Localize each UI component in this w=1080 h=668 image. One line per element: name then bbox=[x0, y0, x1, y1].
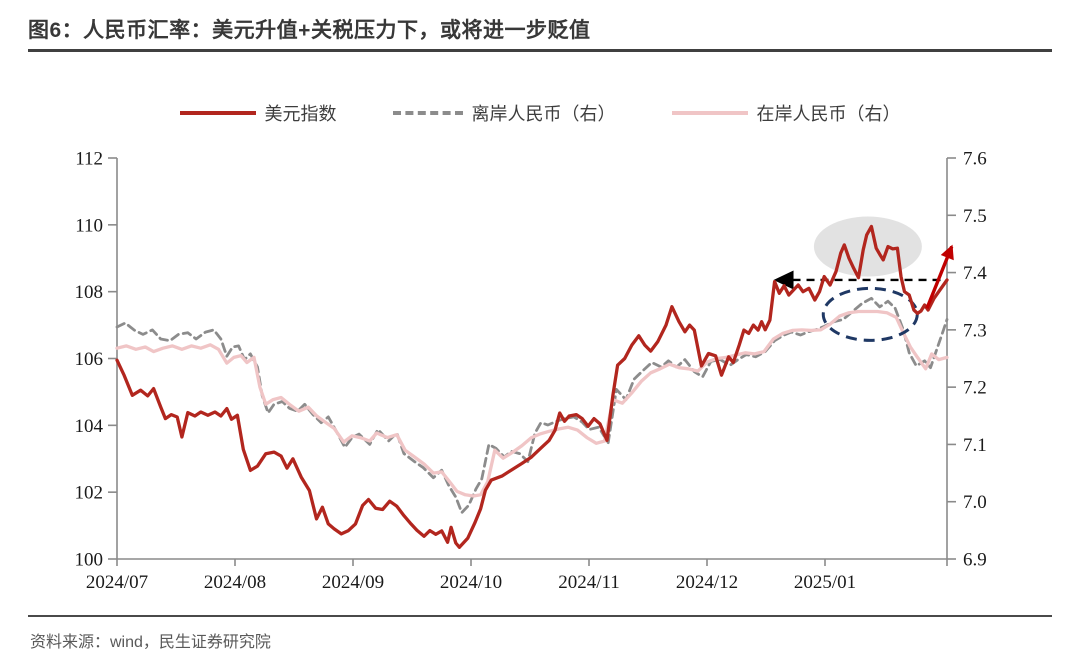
legend-item-onshore-rmb: 在岸人民币（右） bbox=[671, 100, 901, 126]
left-tick-label: 102 bbox=[75, 483, 104, 504]
x-tick-label: 2025/01 bbox=[794, 572, 856, 593]
figure-title: 图6：人民币汇率：美元升值+关税压力下，或将进一步贬值 bbox=[28, 19, 591, 42]
right-tick-label: 7.0 bbox=[963, 492, 987, 513]
footer-divider bbox=[28, 615, 1052, 617]
legend-label-usd: 美元指数 bbox=[264, 104, 337, 124]
usd-line-swatch-icon bbox=[179, 111, 256, 115]
x-tick-label: 2024/08 bbox=[204, 572, 266, 593]
legend-label-onshore-rmb: 在岸人民币（右） bbox=[756, 104, 901, 124]
onshore-rmb-swatch-icon bbox=[671, 111, 748, 115]
title-underline bbox=[28, 49, 1052, 52]
offshore-rmb-dashed-swatch-icon bbox=[392, 111, 463, 115]
onshore-rmb-line bbox=[115, 309, 949, 498]
chart-legend: 美元指数 离岸人民币（右） 在岸人民币（右） bbox=[0, 100, 1080, 126]
x-tick-label: 2024/11 bbox=[558, 572, 620, 593]
x-tick-label: 2024/10 bbox=[440, 572, 502, 593]
right-axis-tick-labels: 6.9 7.0 7.1 7.2 7.3 7.4 7.5 7.6 bbox=[963, 149, 987, 571]
left-tick-label: 112 bbox=[75, 149, 103, 170]
x-tick-label: 2024/07 bbox=[86, 572, 148, 593]
navy-dashed-ellipse bbox=[821, 286, 919, 342]
left-tick-label: 106 bbox=[75, 349, 104, 370]
highlight-ellipse bbox=[813, 216, 922, 277]
x-tick-label: 2024/09 bbox=[322, 572, 384, 593]
right-tick-label: 7.6 bbox=[963, 149, 987, 170]
legend-item-offshore-rmb: 离岸人民币（右） bbox=[392, 100, 616, 126]
x-tick-label: 2024/12 bbox=[676, 572, 738, 593]
left-axis-tick-labels: 100 102 104 106 108 110 112 bbox=[75, 149, 104, 571]
axes bbox=[108, 157, 956, 566]
right-tick-label: 7.3 bbox=[963, 320, 987, 341]
left-tick-label: 100 bbox=[75, 550, 104, 571]
right-tick-label: 7.1 bbox=[963, 435, 987, 456]
legend-label-offshore-rmb: 离岸人民币（右） bbox=[471, 104, 616, 124]
usd-index-line bbox=[115, 224, 949, 549]
legend-item-usd-index: 美元指数 bbox=[179, 100, 337, 126]
trend-up-arrow-icon bbox=[925, 244, 954, 310]
right-tick-label: 7.4 bbox=[963, 263, 987, 284]
left-arrowhead-icon bbox=[773, 270, 794, 290]
left-tick-label: 110 bbox=[75, 215, 103, 236]
right-tick-label: 7.5 bbox=[963, 206, 987, 227]
right-tick-label: 6.9 bbox=[963, 550, 987, 571]
left-tick-label: 108 bbox=[75, 282, 104, 303]
source-note: 资料来源：wind，民生证券研究院 bbox=[30, 634, 271, 651]
left-tick-label: 104 bbox=[75, 416, 104, 437]
right-tick-label: 7.2 bbox=[963, 378, 987, 399]
x-axis-tick-labels: 2024/07 2024/08 2024/09 2024/10 2024/11 2024/… bbox=[86, 572, 856, 593]
